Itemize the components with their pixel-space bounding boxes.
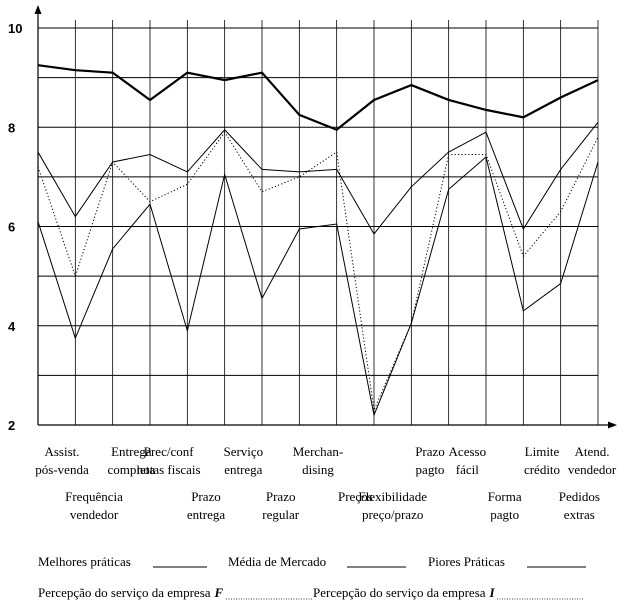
x-category-label-line1: Acesso xyxy=(449,444,487,459)
legend-percepcao-f-prefix: Percepção do serviço da empresa xyxy=(38,585,211,600)
x-category-label-line2: vendedor xyxy=(568,462,617,477)
x-category-label-line1: Limite xyxy=(525,444,560,459)
y-tick-label: 8 xyxy=(8,120,15,135)
x-category-label: Pedidos extras xyxy=(559,489,600,522)
y-axis-arrow xyxy=(34,5,42,14)
legend-percepcao-i-prefix: Percepção do serviço da empresa xyxy=(313,585,486,600)
x-category-label-line2: regular xyxy=(262,507,299,522)
x-category-label-line1: Merchan- xyxy=(293,444,344,459)
x-category-label-line1: Forma xyxy=(488,489,522,504)
y-tick-label: 2 xyxy=(8,418,15,433)
legend-percepcao-i-label: Percepção do serviço da empresa I xyxy=(313,585,496,600)
series-layer xyxy=(37,64,599,417)
x-category-label: Prec/conf notas fiscais xyxy=(137,444,201,477)
x-category-label-line2: crédito xyxy=(524,462,560,477)
x-category-label-line1: Atend. xyxy=(574,444,609,459)
legend-melhores-label: Melhores práticas xyxy=(38,554,131,569)
x-category-label-line2: fácil xyxy=(456,462,479,477)
series-line-3 xyxy=(37,131,599,412)
x-category-label-line1: Pedidos xyxy=(559,489,600,504)
legend: Melhores práticas Média de Mercado Piore… xyxy=(38,554,586,600)
x-category-label: Serviço entrega xyxy=(223,444,263,477)
x-category-label: Atend. vendedor xyxy=(568,444,617,477)
x-category-label: Entrega completa xyxy=(108,444,156,477)
x-category-label: Acesso fácil xyxy=(449,444,487,477)
y-tick-label: 10 xyxy=(8,21,22,36)
y-tick-label: 6 xyxy=(8,220,15,235)
x-category-label: Flexibilidade preço/prazo xyxy=(358,489,427,522)
legend-piores-label: Piores Práticas xyxy=(428,554,505,569)
series-line-0 xyxy=(37,64,599,131)
x-category-label-line2: preço/prazo xyxy=(362,507,423,522)
x-category-label: Merchan-dising xyxy=(293,444,344,477)
x-category-label-line1: Serviço xyxy=(223,444,263,459)
x-category-label-line2: pós-venda xyxy=(35,462,89,477)
legend-media-label: Média de Mercado xyxy=(228,554,326,569)
axes-layer xyxy=(34,5,617,429)
x-category-label-line2: notas fiscais xyxy=(137,462,201,477)
legend-percepcao-i-letter: I xyxy=(489,585,496,600)
x-category-label-line1: Prazo xyxy=(415,444,445,459)
y-tick-labels: 2 4 6 8 10 xyxy=(8,21,22,433)
series-line-2 xyxy=(37,156,599,417)
x-category-label-line2: completa xyxy=(108,462,156,477)
x-category-label: Preços xyxy=(338,489,373,504)
x-category-label: Prazo entrega xyxy=(187,489,225,522)
x-category-label: Limite crédito xyxy=(524,444,560,477)
x-category-label: Frequência vendedor xyxy=(65,489,123,522)
x-category-label-line1: Preços xyxy=(338,489,373,504)
x-category-label-line2: pagto xyxy=(490,507,519,522)
x-category-label: Prazo regular xyxy=(262,489,299,522)
x-category-label-line2: entrega xyxy=(224,462,262,477)
series-line-1 xyxy=(37,121,599,235)
x-axis-arrow xyxy=(608,421,617,429)
x-category-label-line2: vendedor xyxy=(70,507,119,522)
x-category-label-line2: entrega xyxy=(187,507,225,522)
x-category-label-line1: Flexibilidade xyxy=(358,489,427,504)
x-category-label-line2: extras xyxy=(564,507,595,522)
x-category-label-line1: Prec/conf xyxy=(144,444,194,459)
x-category-label-line2: pagto xyxy=(416,462,445,477)
x-category-label-line1: Prazo xyxy=(191,489,221,504)
legend-percepcao-f-label: Percepção do serviço da empresa F xyxy=(38,585,224,600)
y-tick-label: 4 xyxy=(8,319,16,334)
grid-layer xyxy=(38,20,599,425)
x-category-label: Prazo pagto xyxy=(415,444,445,477)
x-category-label: Forma pagto xyxy=(488,489,522,522)
x-category-label-line1: Entrega xyxy=(111,444,152,459)
x-category-label-line1: Frequência xyxy=(65,489,123,504)
x-category-label: Assist. pós-venda xyxy=(35,444,89,477)
x-category-label-line2: dising xyxy=(302,462,334,477)
x-category-label-line1: Assist. xyxy=(44,444,79,459)
legend-percepcao-f-letter: F xyxy=(214,585,224,600)
x-category-label-line1: Prazo xyxy=(266,489,296,504)
